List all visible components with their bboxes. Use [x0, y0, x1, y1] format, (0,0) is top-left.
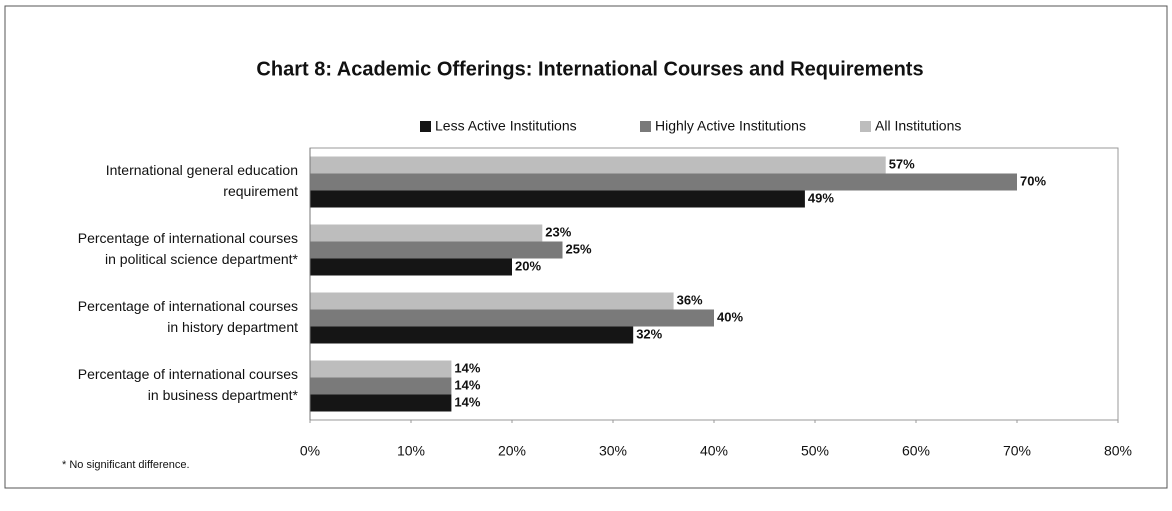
- x-tick-label: 0%: [300, 443, 320, 459]
- legend-swatch: [420, 121, 431, 132]
- category-label: in history department: [167, 319, 298, 335]
- bar: [310, 224, 543, 242]
- value-label: 25%: [566, 241, 592, 256]
- category-label: in business department*: [148, 387, 299, 403]
- x-tick-label: 10%: [397, 443, 425, 459]
- legend-swatch: [860, 121, 871, 132]
- x-tick-label: 50%: [801, 443, 829, 459]
- value-label: 14%: [454, 377, 480, 392]
- bar: [310, 326, 634, 344]
- category-label: International general education: [106, 162, 298, 178]
- value-label: 14%: [454, 360, 480, 375]
- legend-label: All Institutions: [875, 118, 961, 134]
- legend-label: Less Active Institutions: [435, 118, 577, 134]
- chart-frame: [4, 5, 1168, 489]
- value-label: 57%: [889, 156, 915, 171]
- x-tick-label: 40%: [700, 443, 728, 459]
- bar: [310, 292, 674, 310]
- value-label: 70%: [1020, 173, 1046, 188]
- value-label: 14%: [454, 394, 480, 409]
- x-tick-label: 60%: [902, 443, 930, 459]
- bar: [310, 309, 714, 327]
- footnote: * No significant difference.: [62, 459, 190, 471]
- bar: [310, 258, 512, 276]
- chart-title: Chart 8: Academic Offerings: Internation…: [256, 58, 923, 80]
- legend-swatch: [640, 121, 651, 132]
- value-label: 32%: [636, 326, 662, 341]
- bar: [310, 173, 1017, 191]
- category-label: Percentage of international courses: [78, 230, 298, 246]
- bar: [310, 360, 452, 378]
- bar: [310, 241, 563, 259]
- value-label: 23%: [545, 224, 571, 239]
- x-tick-label: 70%: [1003, 443, 1031, 459]
- legend-label: Highly Active Institutions: [655, 118, 806, 134]
- bar: [310, 394, 452, 412]
- category-label: in political science department*: [105, 251, 299, 267]
- bar: [310, 156, 886, 174]
- category-label: requirement: [223, 183, 298, 199]
- value-label: 40%: [717, 309, 743, 324]
- x-tick-label: 80%: [1104, 443, 1132, 459]
- value-label: 49%: [808, 190, 834, 205]
- category-label: Percentage of international courses: [78, 298, 298, 314]
- value-label: 36%: [677, 292, 703, 307]
- value-label: 20%: [515, 258, 541, 273]
- bar: [310, 377, 452, 395]
- bar: [310, 190, 805, 208]
- category-label: Percentage of international courses: [78, 366, 298, 382]
- x-tick-label: 20%: [498, 443, 526, 459]
- x-tick-label: 30%: [599, 443, 627, 459]
